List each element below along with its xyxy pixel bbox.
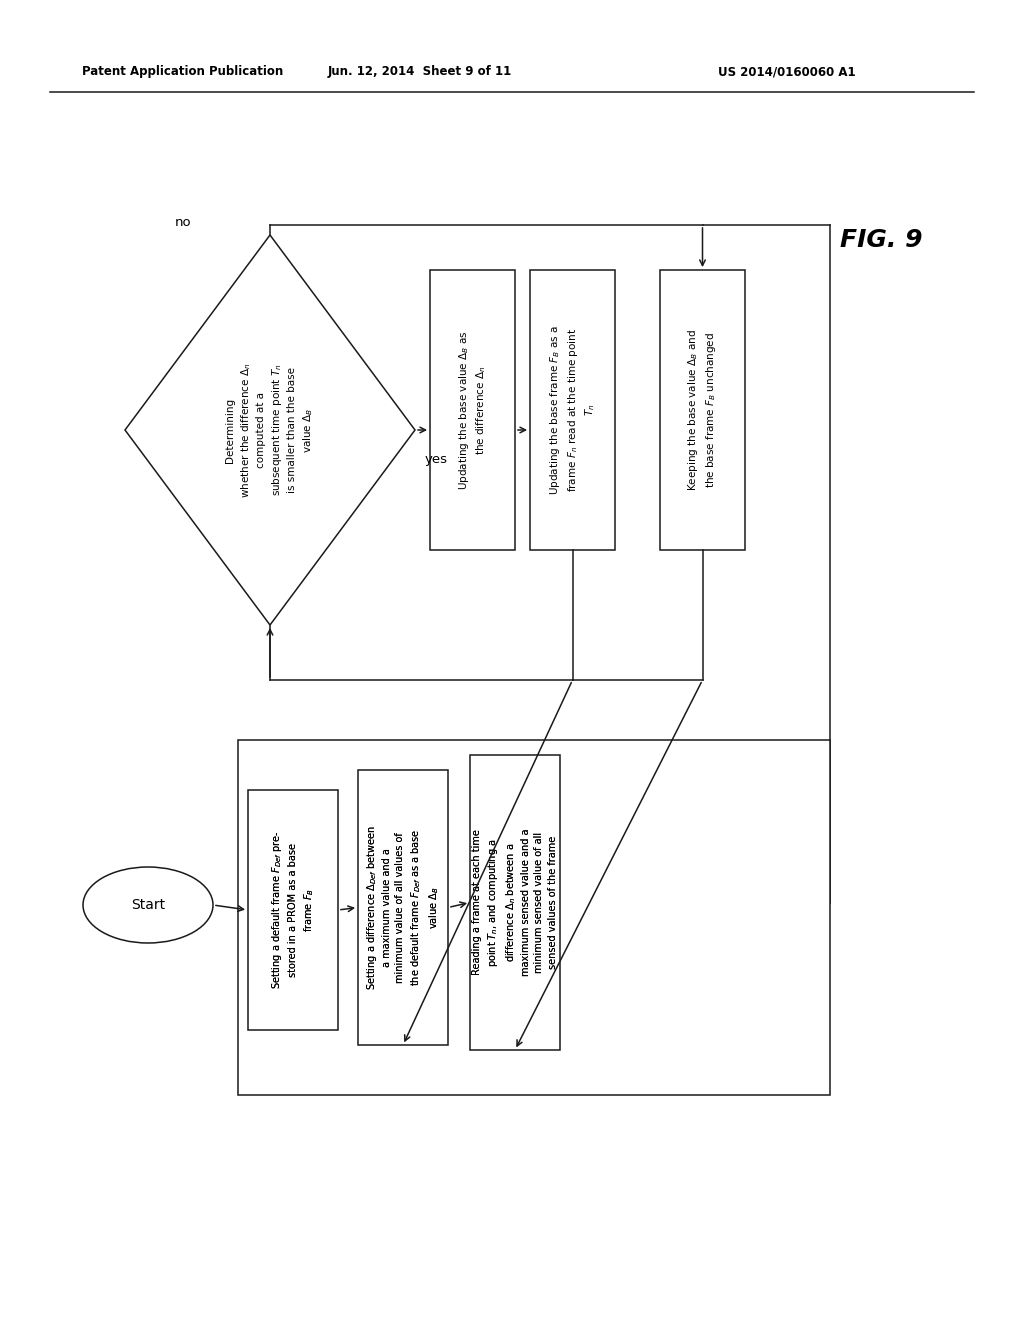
- Bar: [430, 271, 515, 550]
- Text: Reading a frame at each time
point $T_n$, and computing a
difference $\Delta_n$ : Reading a frame at each time point $T_n$…: [472, 829, 558, 977]
- Text: Setting a default frame $F_{Def}$ pre-
stored in a PROM as a base
frame $F_B$: Setting a default frame $F_{Def}$ pre- s…: [270, 830, 315, 989]
- Text: Patent Application Publication: Patent Application Publication: [82, 66, 284, 78]
- Text: Start: Start: [131, 898, 165, 912]
- Bar: [358, 770, 449, 1045]
- Bar: [248, 789, 338, 1030]
- Text: US 2014/0160060 A1: US 2014/0160060 A1: [718, 66, 856, 78]
- Text: Setting a difference $\Delta_{Def}$ between
a maximum value and a
minimum value : Setting a difference $\Delta_{Def}$ betw…: [365, 825, 441, 990]
- Text: Reading a frame at each time
point $T_n$, and computing a
difference $\Delta_n$ : Reading a frame at each time point $T_n$…: [472, 829, 558, 977]
- Text: Setting a default frame $F_{Def}$ pre-
stored in a PROM as a base
frame $F_B$: Setting a default frame $F_{Def}$ pre- s…: [270, 830, 315, 989]
- Bar: [248, 789, 338, 1030]
- Bar: [470, 755, 560, 1049]
- Bar: [238, 741, 830, 1096]
- Text: Determining
whether the difference $\boldsymbol{\Delta_n}$
computed at a
subsequ: Determining whether the difference $\bol…: [225, 362, 315, 498]
- Text: Setting a difference $\Delta_{Def}$ between
a maximum value and a
minimum value : Setting a difference $\Delta_{Def}$ betw…: [365, 825, 441, 990]
- Text: FIG. 9: FIG. 9: [840, 228, 923, 252]
- Text: Updating the base value $\boldsymbol{\Delta_B}$ as
the difference $\boldsymbol{\: Updating the base value $\boldsymbol{\De…: [457, 330, 488, 490]
- Text: Jun. 12, 2014  Sheet 9 of 11: Jun. 12, 2014 Sheet 9 of 11: [328, 66, 512, 78]
- Bar: [470, 755, 560, 1049]
- Bar: [358, 770, 449, 1045]
- Bar: [660, 271, 745, 550]
- Bar: [530, 271, 615, 550]
- Text: Keeping the base value $\boldsymbol{\Delta_B}$ and
the base frame $\boldsymbol{F: Keeping the base value $\boldsymbol{\Del…: [686, 329, 719, 491]
- Text: no: no: [175, 216, 191, 230]
- Ellipse shape: [83, 867, 213, 942]
- Polygon shape: [125, 235, 415, 624]
- Text: yes: yes: [425, 454, 449, 466]
- Text: Updating the base frame $\boldsymbol{F_B}$ as a
frame $\boldsymbol{F_n}$ read at: Updating the base frame $\boldsymbol{F_B…: [548, 325, 597, 495]
